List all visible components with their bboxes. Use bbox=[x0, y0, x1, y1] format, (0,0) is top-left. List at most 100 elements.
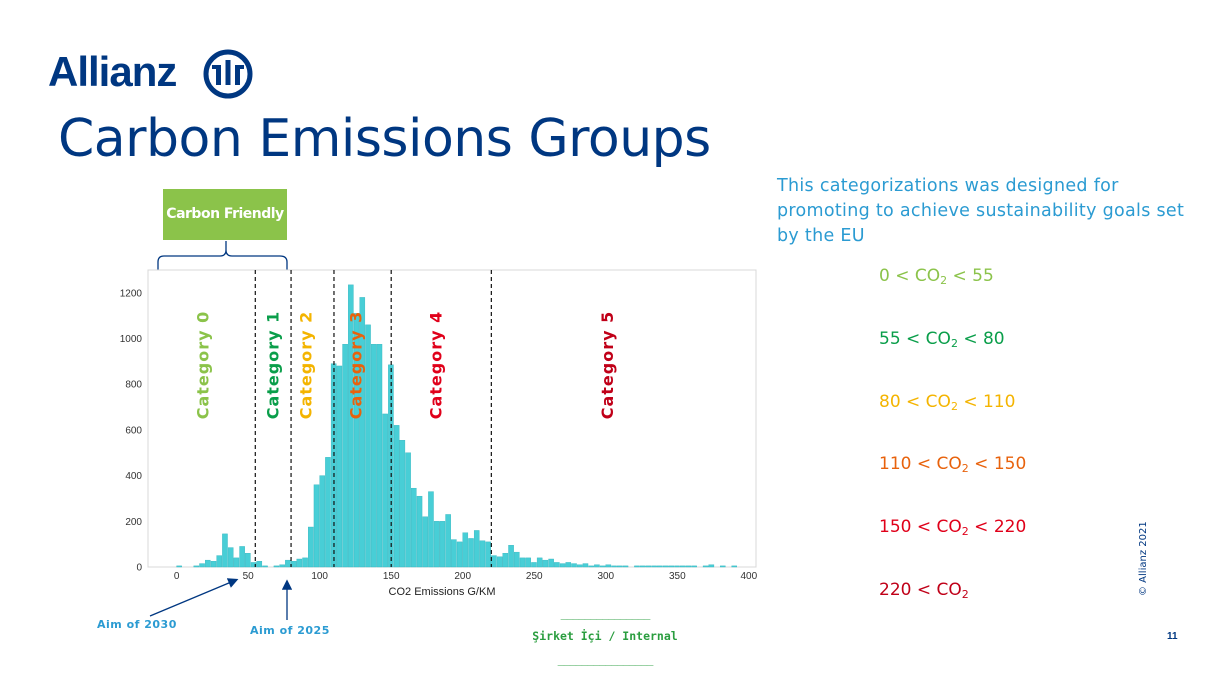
histogram-bar bbox=[496, 556, 503, 568]
histogram-bar bbox=[239, 546, 245, 568]
histogram-bar bbox=[382, 413, 388, 568]
histogram-bar bbox=[411, 487, 417, 568]
copyright-text: © Allianz 2021 bbox=[1138, 521, 1149, 596]
histogram-bar bbox=[651, 565, 657, 568]
histogram-bar bbox=[399, 440, 406, 568]
category-range-3: 110 < CO2 < 150 bbox=[879, 454, 1027, 475]
histogram-bar bbox=[576, 564, 583, 568]
plot-frame bbox=[147, 269, 757, 568]
histogram-bar bbox=[245, 553, 251, 568]
histogram-bar bbox=[708, 564, 715, 568]
carbon-friendly-label: Carbon Friendly bbox=[163, 189, 287, 240]
histogram-bar bbox=[720, 565, 726, 568]
category-range-1: 55 < CO2 < 80 bbox=[879, 329, 1005, 350]
y-tick-label: 400 bbox=[125, 471, 142, 482]
x-tick-label: 300 bbox=[597, 571, 614, 582]
x-tick-label: 50 bbox=[243, 571, 255, 582]
histogram-bar bbox=[416, 495, 423, 568]
category-range-5: 220 < CO2 bbox=[879, 580, 969, 601]
histogram-bar bbox=[605, 564, 612, 568]
histogram-bar bbox=[365, 324, 371, 568]
category-label-4: Category 4 bbox=[426, 311, 445, 420]
histogram-bar bbox=[485, 541, 491, 568]
histogram-bar bbox=[250, 562, 257, 568]
histogram-bar bbox=[571, 563, 577, 568]
histogram-bar bbox=[731, 565, 738, 568]
description-text: This categorizations was designed for pr… bbox=[777, 176, 1185, 246]
co2-histogram-chart: 0 50 100 150 200 250 300 350 400 0 200 400 600 800 100… bbox=[120, 269, 758, 598]
histogram-bar bbox=[353, 313, 360, 568]
histogram-bar bbox=[313, 484, 320, 568]
classification-rule-bottom: ________________ bbox=[557, 652, 654, 666]
page-number: 11 bbox=[1167, 631, 1178, 642]
x-tick-label: 0 bbox=[174, 571, 180, 582]
histogram-bar bbox=[193, 565, 200, 568]
x-tick-label: 200 bbox=[454, 571, 471, 582]
x-tick-label: 100 bbox=[311, 571, 328, 582]
histogram-bar bbox=[702, 565, 709, 568]
allianz-eagle-icon bbox=[203, 49, 253, 99]
histogram-bar bbox=[685, 565, 692, 568]
classification-rule-top: _______________ bbox=[560, 606, 651, 620]
histogram-bar bbox=[548, 558, 554, 568]
histogram-bar bbox=[645, 565, 652, 568]
histogram-bar bbox=[376, 344, 383, 568]
histogram-bar bbox=[216, 555, 222, 568]
histogram-bar bbox=[439, 521, 446, 568]
histogram-bar bbox=[582, 563, 589, 568]
histogram-bar bbox=[370, 344, 377, 568]
histogram-bar bbox=[462, 532, 469, 568]
histogram-bar bbox=[559, 563, 566, 568]
histogram-bar bbox=[634, 565, 640, 568]
allianz-logo-wordmark: Allianz bbox=[48, 48, 177, 95]
y-tick-label: 1000 bbox=[120, 334, 143, 345]
histogram-bar bbox=[554, 562, 560, 568]
histogram-bar bbox=[468, 538, 474, 568]
histogram-bar bbox=[302, 557, 308, 568]
histogram-bar bbox=[519, 557, 526, 568]
histogram-bar bbox=[279, 564, 285, 568]
histogram-bar bbox=[428, 491, 434, 568]
category-label-5: Category 5 bbox=[598, 311, 617, 420]
category-range-4: 150 < CO2 < 220 bbox=[879, 517, 1027, 538]
histogram-bar bbox=[565, 562, 572, 568]
histogram-bar bbox=[422, 516, 428, 568]
histogram-bar bbox=[611, 565, 617, 568]
histogram-bar bbox=[657, 565, 663, 568]
category-label-0: Category 0 bbox=[193, 311, 212, 420]
histogram-bar bbox=[393, 425, 400, 568]
histogram-bar bbox=[588, 565, 594, 568]
histogram-bar bbox=[456, 541, 463, 568]
histogram-bar bbox=[514, 551, 520, 568]
histogram-bar bbox=[176, 565, 182, 568]
histogram-bar bbox=[359, 297, 366, 568]
aim-2030-arrow bbox=[149, 578, 239, 617]
histogram-bar bbox=[273, 565, 280, 568]
carbon-friendly-brace bbox=[157, 241, 288, 270]
histogram-bar bbox=[662, 565, 669, 568]
histogram-bar bbox=[262, 565, 268, 568]
histogram-bar bbox=[308, 526, 314, 568]
histogram-bar bbox=[599, 565, 606, 568]
histogram-bar bbox=[348, 284, 354, 568]
histogram-bar bbox=[679, 565, 686, 568]
category-range-2: 80 < CO2 < 110 bbox=[879, 392, 1016, 413]
category-label-2: Category 2 bbox=[296, 311, 315, 420]
histogram-bar bbox=[674, 565, 680, 568]
aim-2025-label: Aim of 2025 bbox=[250, 624, 330, 637]
y-tick-label: 600 bbox=[125, 425, 142, 436]
histogram-bar bbox=[691, 565, 697, 568]
x-tick-label: 400 bbox=[741, 571, 758, 582]
histogram-bar bbox=[542, 559, 549, 568]
classification-block: _______________ Şirket İçi / Internal __… bbox=[520, 606, 690, 666]
aim-2030-label: Aim of 2030 bbox=[97, 618, 177, 631]
histogram-bar bbox=[342, 344, 348, 568]
y-tick-label: 0 bbox=[136, 563, 142, 574]
histogram-bar bbox=[210, 561, 217, 568]
histogram-bar bbox=[233, 557, 240, 568]
histogram-bar bbox=[256, 561, 263, 568]
histogram-bar bbox=[536, 557, 543, 568]
histogram-bar bbox=[451, 539, 457, 568]
x-tick-label: 150 bbox=[383, 571, 400, 582]
